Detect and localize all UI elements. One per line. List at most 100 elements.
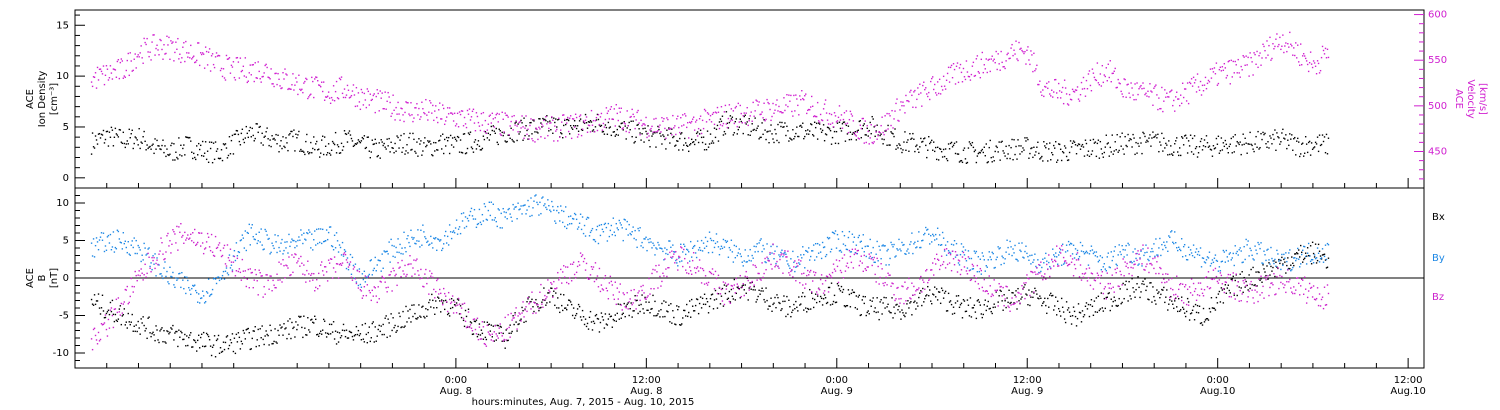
bx-point-41-14 — [755, 301, 757, 303]
velocity-point-22-12 — [451, 113, 454, 115]
density-point-25-14 — [501, 131, 503, 134]
density-point-12-1 — [282, 136, 284, 138]
velocity-point-19-15 — [407, 102, 409, 104]
density-point-36-0 — [662, 134, 664, 136]
by-point-49-4 — [872, 246, 874, 249]
velocity-point-24-11 — [482, 111, 485, 114]
velocity-point-70-13 — [1214, 73, 1217, 75]
velocity-point-58-10 — [1021, 49, 1023, 52]
density-point-56-3 — [982, 151, 984, 154]
velocity-point-39-8 — [717, 111, 720, 113]
by-point-0-14 — [104, 245, 107, 247]
velocity-point-7-4 — [205, 50, 208, 53]
density-point-16-4 — [348, 130, 351, 132]
by-point-6-14 — [199, 297, 202, 300]
velocity-point-1-2 — [108, 77, 111, 79]
velocity-point-42-12 — [769, 108, 771, 111]
density-point-48-10 — [862, 124, 864, 127]
by-point-28-13 — [548, 204, 550, 207]
density-point-22-9 — [448, 152, 451, 155]
bx-point-3-0 — [138, 327, 140, 329]
velocity-point-17-0 — [360, 88, 363, 91]
density-point-9-15 — [248, 129, 250, 132]
velocity-point-59-4 — [1031, 54, 1033, 56]
velocity-point-37-0 — [678, 126, 680, 129]
by-point-65-4 — [1126, 254, 1128, 256]
by-point-52-12 — [928, 233, 930, 235]
bx-point-6-0 — [186, 335, 188, 337]
by-point-49-8 — [876, 240, 878, 243]
density-point-30-8 — [574, 125, 577, 127]
by-point-20-9 — [417, 229, 419, 231]
by-point-45-5 — [810, 255, 812, 258]
by-point-52-11 — [927, 228, 929, 231]
by-point-4-10 — [164, 261, 166, 263]
velocity-point-62-5 — [1079, 94, 1082, 96]
velocity-point-8-8 — [225, 54, 228, 57]
density-point-33-10 — [624, 125, 626, 127]
by-point-64-11 — [1117, 254, 1119, 256]
velocity-point-27-12 — [531, 137, 533, 140]
density-point-60-9 — [1052, 154, 1054, 156]
bx-point-0-2 — [92, 304, 95, 306]
by-point-41-3 — [744, 249, 746, 251]
velocity-point-61-7 — [1065, 93, 1068, 95]
by-point-10-1 — [250, 227, 252, 229]
density-point-58-0 — [1011, 138, 1013, 141]
by-point-27-10 — [529, 215, 531, 218]
velocity-point-22-13 — [452, 120, 455, 122]
bx-point-67-0 — [1154, 299, 1156, 302]
density-point-28-9 — [544, 118, 546, 121]
bx-point-57-8 — [1003, 294, 1005, 296]
velocity-point-15-15 — [343, 88, 346, 90]
bx-point-76-13 — [1309, 245, 1312, 247]
by-point-56-10 — [989, 256, 991, 258]
by-point-0-13 — [103, 250, 106, 253]
velocity-point-10-12 — [261, 76, 263, 78]
bx-point-15-5 — [333, 338, 336, 340]
bx-point-63-1 — [1091, 305, 1094, 308]
by-point-54-1 — [948, 251, 951, 254]
by-point-55-15 — [978, 270, 981, 273]
density-point-29-5 — [556, 126, 558, 128]
velocity-point-0-4 — [94, 72, 97, 74]
density-point-72-13 — [1246, 152, 1248, 154]
density-point-67-2 — [1156, 137, 1158, 139]
bx-point-51-4 — [904, 315, 906, 318]
velocity-point-0-2 — [92, 76, 95, 78]
bx-point-61-1 — [1059, 315, 1062, 317]
density-point-55-10 — [973, 150, 976, 153]
bx-point-6-2 — [188, 336, 190, 339]
velocity-point-62-11 — [1085, 79, 1088, 82]
velocity-point-4-4 — [158, 54, 160, 56]
bx-point-54-7 — [954, 302, 957, 304]
by-point-39-13 — [722, 238, 725, 241]
bx-point-0-13 — [103, 317, 106, 319]
velocity-point-36-3 — [665, 137, 667, 140]
bx-point-30-4 — [570, 303, 573, 306]
velocity-point-15-10 — [338, 77, 341, 80]
density-point-1-3 — [109, 136, 112, 138]
by-point-43-2 — [775, 262, 777, 265]
bx-point-52-4 — [920, 290, 922, 292]
velocity-point-54-9 — [956, 62, 959, 64]
bx-point-16-9 — [353, 335, 356, 337]
by-point-34-11 — [641, 241, 643, 244]
bx-point-0-3 — [93, 294, 96, 296]
density-point-2-11 — [133, 142, 135, 145]
bx-point-37-2 — [680, 324, 682, 326]
velocity-point-31-11 — [593, 131, 596, 133]
bx-point-37-7 — [685, 315, 687, 317]
by-point-44-5 — [794, 270, 796, 273]
velocity-point-6-12 — [197, 42, 200, 44]
bx-point-12-2 — [283, 323, 285, 325]
bx-point-52-10 — [926, 294, 928, 296]
velocity-point-22-2 — [442, 104, 444, 106]
density-point-72-12 — [1245, 142, 1247, 144]
density-point-13-5 — [302, 150, 304, 152]
density-point-53-8 — [939, 148, 942, 150]
density-point-77-12 — [1324, 151, 1327, 154]
density-point-61-3 — [1061, 150, 1064, 153]
bx-point-65-2 — [1124, 284, 1126, 286]
velocity-point-9-8 — [241, 69, 244, 72]
